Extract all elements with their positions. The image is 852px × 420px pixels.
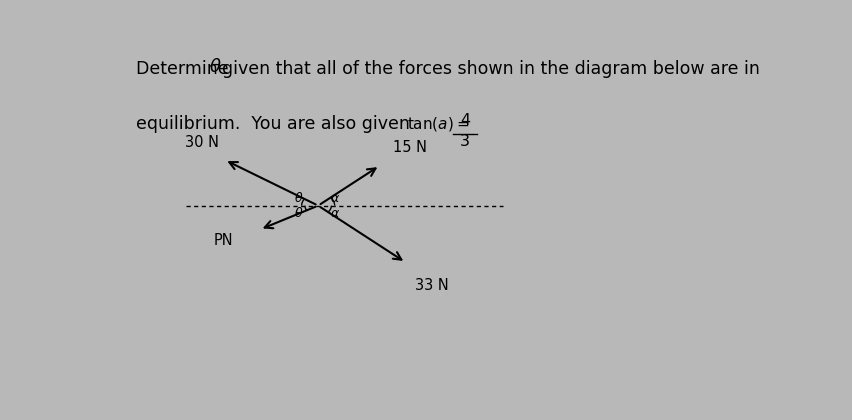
Text: 30 N: 30 N [184, 134, 218, 150]
Text: α: α [331, 192, 338, 205]
Text: equilibrium.  You are also given: equilibrium. You are also given [136, 115, 410, 133]
Text: $\theta$: $\theta$ [209, 58, 222, 76]
Text: PN: PN [214, 234, 233, 248]
Text: α: α [331, 207, 338, 220]
Text: 3: 3 [459, 134, 469, 149]
Text: Determine: Determine [136, 60, 234, 78]
Text: 15 N: 15 N [392, 140, 426, 155]
Text: 4: 4 [459, 113, 469, 129]
Text: 33 N: 33 N [415, 278, 448, 293]
Text: given that all of the forces shown in the diagram below are in: given that all of the forces shown in th… [222, 60, 759, 78]
Text: $\tan(a) =$: $\tan(a) =$ [407, 115, 469, 133]
Text: θ: θ [294, 207, 302, 220]
Text: θ: θ [294, 192, 302, 205]
